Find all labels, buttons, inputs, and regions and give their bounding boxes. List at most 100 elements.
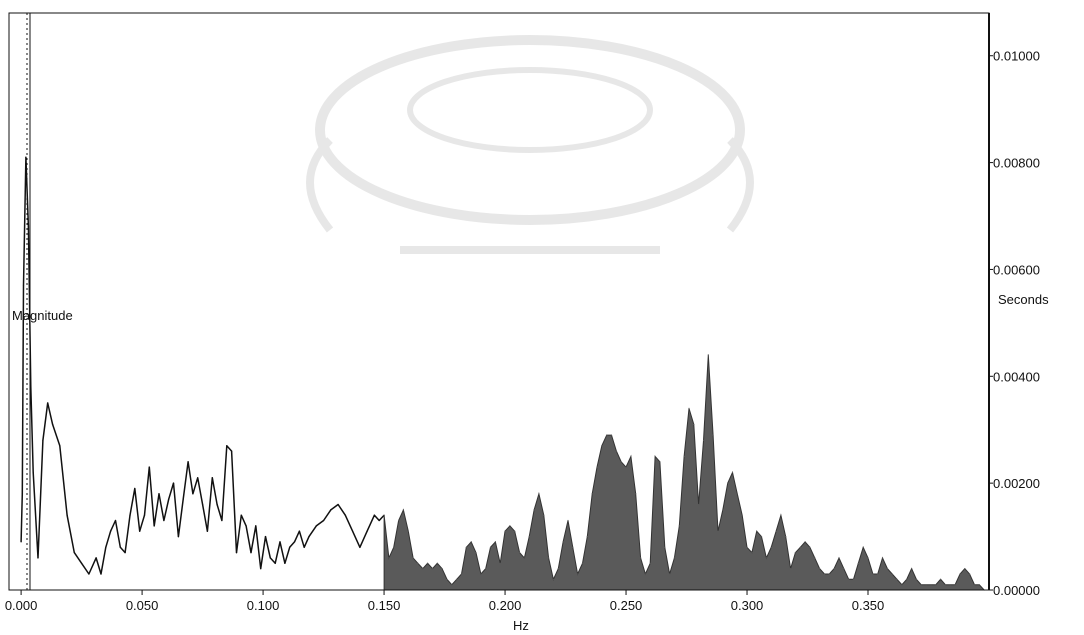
x-tick-label: 0.200 — [489, 598, 522, 613]
data-point — [197, 477, 199, 479]
data-point — [509, 525, 511, 527]
data-point — [245, 525, 247, 527]
data-point — [804, 541, 806, 543]
x-tick-label: 0.250 — [610, 598, 643, 613]
data-point — [81, 562, 83, 564]
data-point — [543, 514, 545, 516]
data-point — [221, 519, 223, 522]
data-point — [969, 573, 971, 575]
data-point — [289, 546, 291, 548]
x-tick-label: 0.100 — [247, 598, 280, 613]
data-point — [751, 552, 753, 554]
data-point — [964, 568, 966, 570]
data-point — [480, 573, 482, 575]
data-point — [402, 509, 404, 511]
data-point — [814, 557, 816, 559]
x-tick-label: 0.300 — [731, 598, 764, 613]
data-point — [523, 557, 526, 559]
data-point — [100, 573, 102, 575]
data-point — [644, 573, 647, 575]
data-point — [746, 546, 748, 548]
data-point — [344, 514, 346, 516]
data-point — [659, 461, 661, 463]
data-point — [601, 445, 603, 447]
data-point — [833, 568, 835, 570]
data-point — [780, 514, 782, 516]
data-point — [352, 530, 354, 532]
data-point — [119, 546, 121, 548]
x-tick-label: 0.000 — [5, 598, 38, 613]
data-point — [42, 439, 44, 441]
data-point — [489, 546, 492, 548]
y-tick-label: 0.00000 — [993, 583, 1040, 598]
data-point — [606, 434, 608, 436]
data-point — [693, 423, 695, 425]
data-point — [654, 455, 656, 457]
data-point — [279, 541, 281, 543]
data-point — [393, 546, 395, 548]
y-tick-label: 0.00800 — [993, 156, 1040, 171]
data-point — [37, 557, 39, 559]
data-point — [66, 514, 68, 516]
data-point — [460, 573, 463, 575]
data-point — [944, 584, 947, 586]
data-point — [911, 568, 913, 570]
data-point — [727, 482, 729, 484]
data-point — [649, 562, 651, 564]
data-point — [819, 568, 821, 570]
data-point — [359, 546, 361, 548]
data-point — [139, 530, 141, 532]
data-point — [417, 562, 419, 564]
data-point — [736, 493, 738, 495]
data-point — [21, 493, 23, 495]
data-point — [398, 519, 400, 522]
data-point — [27, 226, 29, 228]
data-point — [105, 546, 107, 548]
data-point — [499, 562, 501, 564]
data-point — [683, 455, 685, 457]
data-point — [712, 434, 714, 436]
data-point — [298, 530, 300, 532]
data-point — [949, 584, 951, 586]
data-point — [202, 503, 204, 506]
data-point — [581, 562, 584, 564]
data-point — [114, 519, 117, 522]
data-point — [373, 514, 375, 516]
data-point — [707, 354, 709, 356]
data-point — [775, 530, 777, 532]
data-point — [431, 568, 434, 570]
data-point — [867, 557, 869, 559]
data-point — [250, 552, 252, 554]
data-point — [843, 568, 845, 570]
data-point — [436, 562, 438, 564]
data-point — [610, 434, 613, 436]
data-point — [640, 557, 642, 559]
data-point — [785, 536, 787, 538]
data-point — [891, 573, 893, 575]
data-point — [148, 466, 150, 468]
data-point — [73, 552, 75, 554]
data-point — [20, 541, 22, 543]
data-point — [978, 584, 980, 586]
data-point — [741, 514, 743, 516]
data-point — [514, 530, 516, 532]
data-point — [630, 455, 632, 457]
data-point — [308, 536, 310, 538]
y-tick-label: 0.00600 — [993, 262, 1040, 277]
data-point — [756, 530, 758, 532]
data-point — [158, 493, 160, 495]
data-point — [255, 525, 257, 527]
data-point — [134, 487, 136, 490]
data-point — [388, 557, 390, 559]
y-tick-label: 0.00400 — [993, 369, 1040, 384]
data-point — [586, 536, 588, 538]
left-axis-title: Magnitude — [12, 308, 73, 323]
data-point — [809, 546, 811, 548]
data-point — [577, 573, 579, 575]
data-point — [901, 584, 903, 586]
data-point — [124, 552, 126, 554]
x-tick-label: 0.350 — [852, 598, 885, 613]
data-point — [211, 477, 213, 479]
data-point — [303, 546, 305, 548]
